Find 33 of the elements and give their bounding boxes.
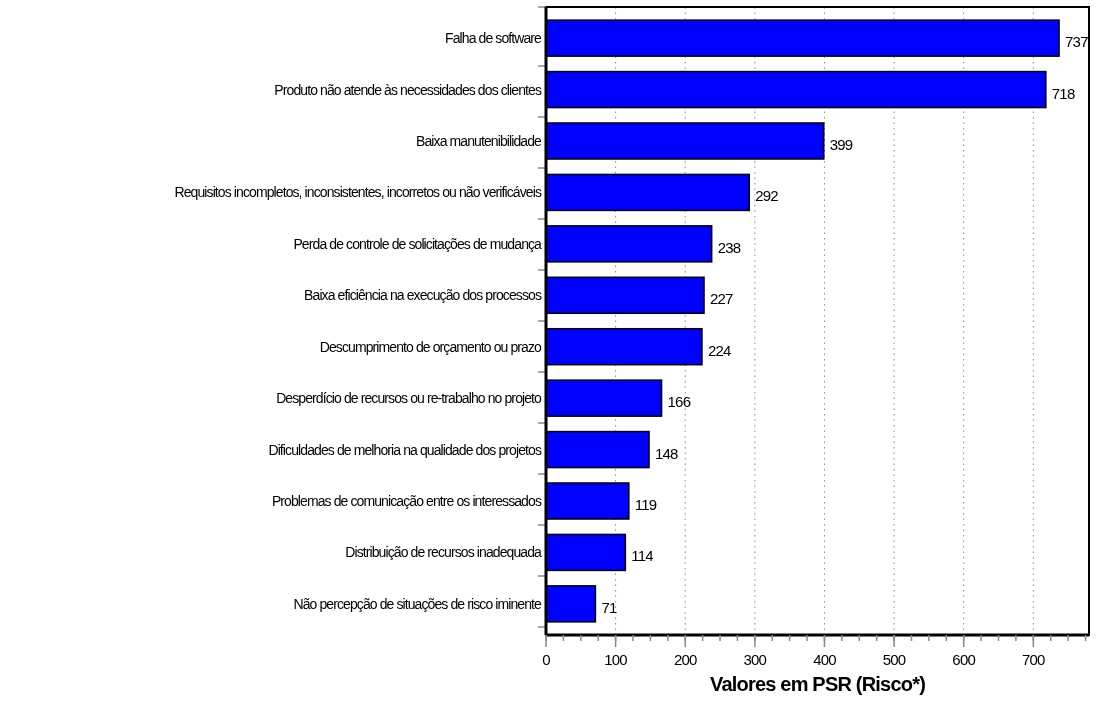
- data-label: 238: [717, 238, 741, 256]
- y-tick-label: Dificuldades de melhoria na qualidade dos projetos: [268, 441, 542, 458]
- y-tick-label: Desperdício de recursos ou re-trabalho no projeto: [276, 390, 543, 407]
- data-label: 114: [631, 547, 654, 565]
- y-tick-label: Requisitos incompletos, inconsistentes, incorretos ou não verificáveis: [174, 184, 542, 201]
- y-tick-label: Produto não atende às necessidades dos clientes: [274, 81, 542, 98]
- data-label: 71: [601, 598, 617, 616]
- data-label: 737: [1065, 33, 1089, 51]
- data-label: 166: [667, 393, 691, 411]
- data-label: 399: [829, 136, 853, 153]
- x-tick-label: 0: [542, 651, 551, 668]
- data-label: 292: [755, 187, 779, 205]
- y-tick-label: Baixa manutenibilidade: [416, 133, 543, 149]
- x-tick-label: 400: [813, 651, 837, 668]
- x-tick-label: 200: [673, 651, 697, 668]
- y-tick-label: Baixa eficiência na execução dos processos: [304, 287, 542, 304]
- x-tick-label: 700: [1021, 651, 1046, 668]
- x-tick-label: 100: [604, 651, 628, 668]
- x-tick-label: 600: [952, 651, 976, 668]
- data-label: 227: [710, 290, 734, 308]
- x-tick-label: 500: [882, 651, 906, 668]
- y-tick-label: Descumprimento de orçamento ou prazo: [319, 338, 543, 355]
- y-tick-label: Não percepção de situações de risco iminente: [293, 595, 543, 612]
- data-label: 718: [1051, 84, 1075, 102]
- y-tick-label: Perda de controle de solicitações de mudança: [293, 235, 543, 252]
- data-label: 224: [707, 341, 732, 359]
- y-tick-label: Falha de software: [445, 30, 543, 47]
- x-tick-label: 300: [743, 651, 767, 668]
- y-tick-label: Problemas de comunicação entre os interessados: [271, 493, 542, 509]
- data-label: 119: [634, 496, 657, 513]
- data-label: 148: [655, 444, 679, 462]
- x-axis-title: Valores em PSR (Risco*): [709, 673, 926, 695]
- y-tick-label: Distribuição de recursos inadequada: [345, 544, 543, 561]
